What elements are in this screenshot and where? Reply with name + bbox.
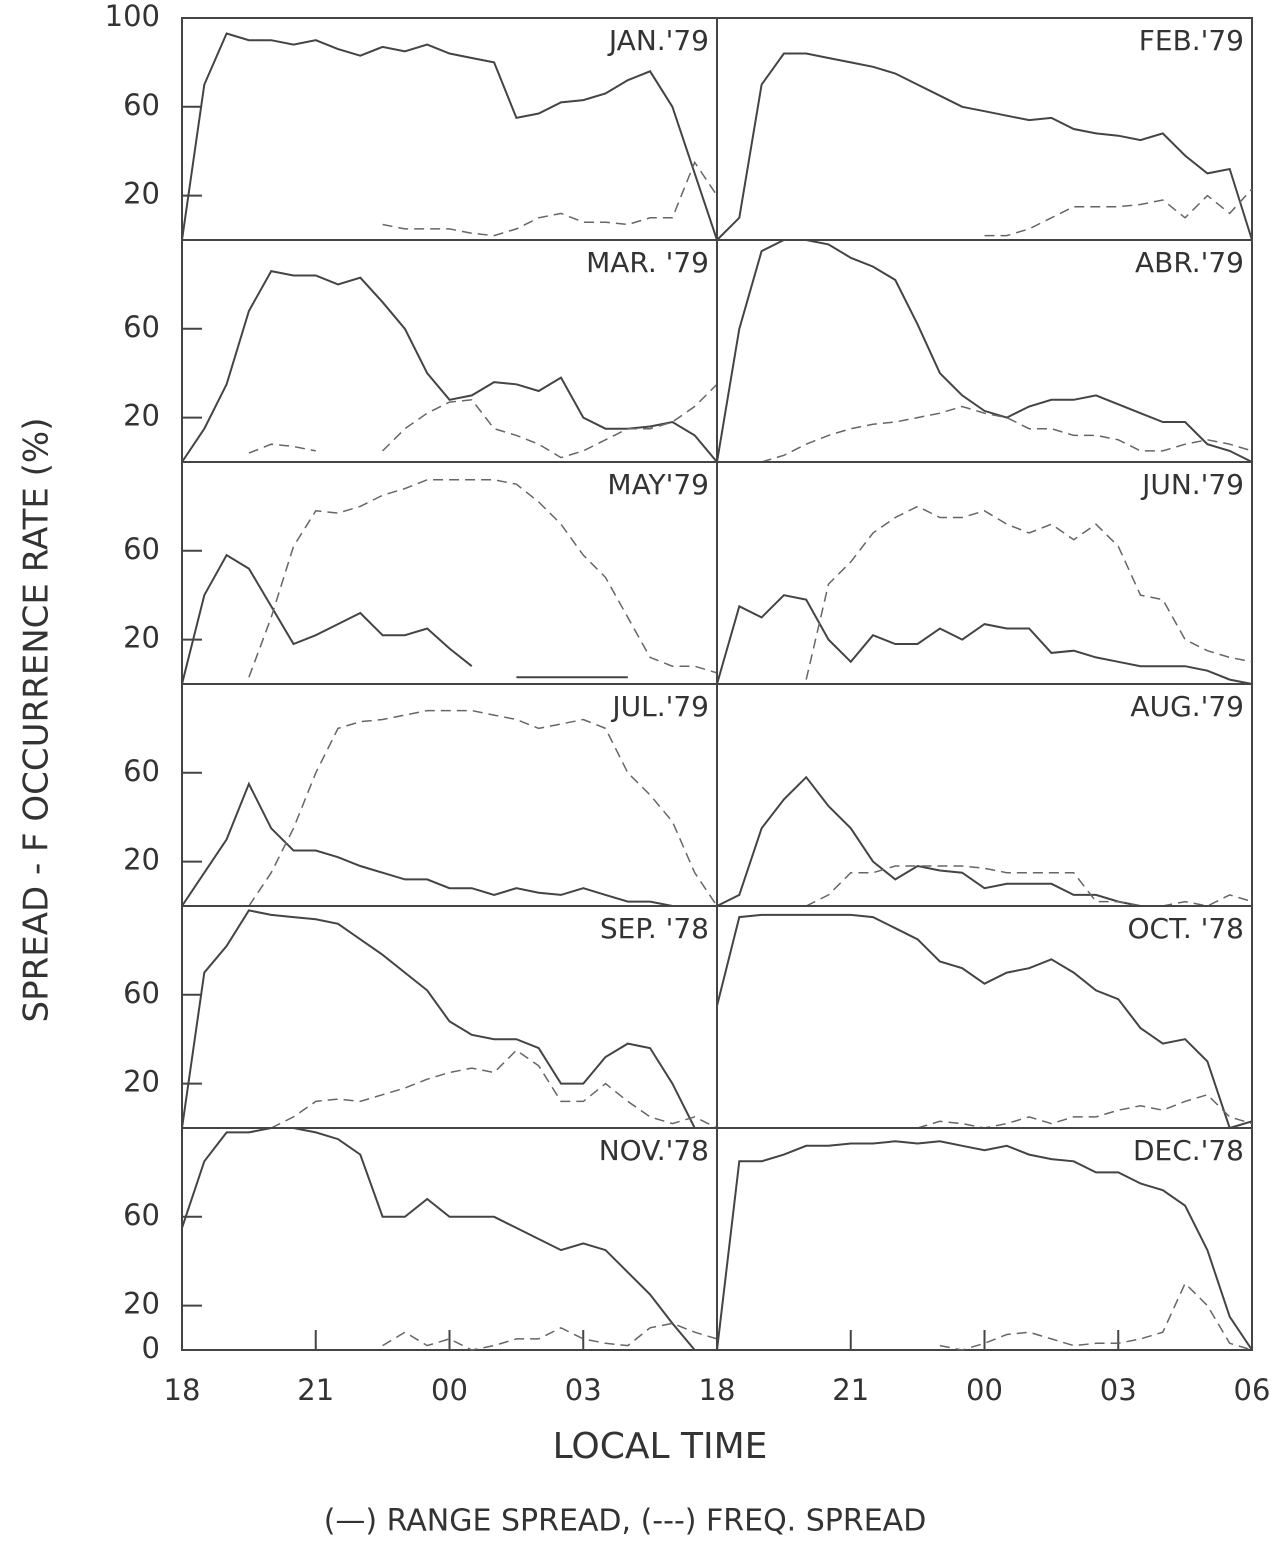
range-spread-line: [716, 775, 1141, 907]
panel-title: ABR.'79: [1135, 246, 1244, 279]
x-tick-label: 18: [699, 1373, 736, 1407]
y-axis-label: SPREAD - F OCCURRENCE RATE (%): [17, 418, 57, 1023]
freq-spread-line: [761, 405, 1253, 463]
y-tick-label: 60: [123, 976, 160, 1010]
range-spread-line: [716, 913, 1253, 1130]
freq-spread-line: [984, 188, 1253, 237]
y-tick-label: 60: [123, 1198, 160, 1232]
freq-spread-line: [939, 1282, 1253, 1351]
x-tick-label: 00: [966, 1373, 1003, 1407]
freq-spread-line: [917, 1093, 1253, 1129]
range-spread-line: [181, 909, 696, 1129]
panel-title: FEB.'79: [1139, 24, 1244, 57]
panel-title: SEP. '78: [600, 912, 709, 945]
panel-title: JAN.'79: [607, 24, 709, 57]
range-spread-line: [716, 594, 1253, 685]
freq-spread-line: [805, 865, 1253, 907]
panel-title: DEC.'78: [1133, 1134, 1244, 1167]
x-tick-label: 00: [431, 1373, 468, 1407]
panel-title: OCT. '78: [1128, 912, 1245, 945]
y-tick-label: 20: [123, 843, 160, 877]
range-spread-line: [716, 1140, 1253, 1351]
legend: (—) RANGE SPREAD, (---) FREQ. SPREAD: [324, 1504, 927, 1539]
range-spread-line: [716, 239, 1253, 463]
x-tick-label: 18: [164, 1373, 201, 1407]
range-spread-line: [181, 781, 717, 907]
freq-spread-line: [382, 1322, 718, 1351]
panel-title: NOV.'78: [599, 1134, 709, 1167]
panel-title: MAY'79: [607, 468, 709, 501]
range-spread-line: [716, 52, 1253, 241]
freq-spread-line: [382, 160, 718, 237]
y-tick-label: 20: [123, 621, 160, 655]
y-tick-label: 20: [123, 177, 160, 211]
y-tick-label: 20: [123, 399, 160, 433]
y-tick-label: 20: [123, 1287, 160, 1321]
y-tick-label: 20: [123, 1065, 160, 1099]
range-spread-line: [181, 32, 718, 241]
x-tick-label: 06: [1234, 1373, 1271, 1407]
x-axis-label: LOCAL TIME: [553, 1426, 768, 1467]
range-spread-line: [181, 1127, 696, 1351]
y-tick-label: 60: [123, 754, 160, 788]
freq-spread-line: [270, 1049, 718, 1129]
x-tick-label: 21: [832, 1373, 869, 1407]
y-tick-label: 60: [123, 532, 160, 566]
range-spread-line: [181, 269, 718, 463]
freq-spread-line: [248, 709, 718, 907]
y-tick-label: 0: [142, 1331, 160, 1365]
panel-title: JUL.'79: [610, 690, 709, 723]
range-spread-line: [181, 553, 628, 685]
panel-title: JUN.'79: [1140, 468, 1244, 501]
x-tick-label: 03: [565, 1373, 602, 1407]
x-tick-label: 21: [297, 1373, 334, 1407]
x-tick-label: 03: [1100, 1373, 1137, 1407]
panel-title: MAR. '79: [586, 246, 709, 279]
y-tick-label: 100: [105, 0, 160, 33]
freq-spread-line: [248, 383, 718, 459]
freq-spread-line: [248, 479, 718, 678]
y-tick-label: 60: [123, 310, 160, 344]
freq-spread-line: [805, 505, 1253, 680]
panel-title: AUG.'79: [1130, 690, 1244, 723]
y-tick-label: 60: [123, 88, 160, 122]
